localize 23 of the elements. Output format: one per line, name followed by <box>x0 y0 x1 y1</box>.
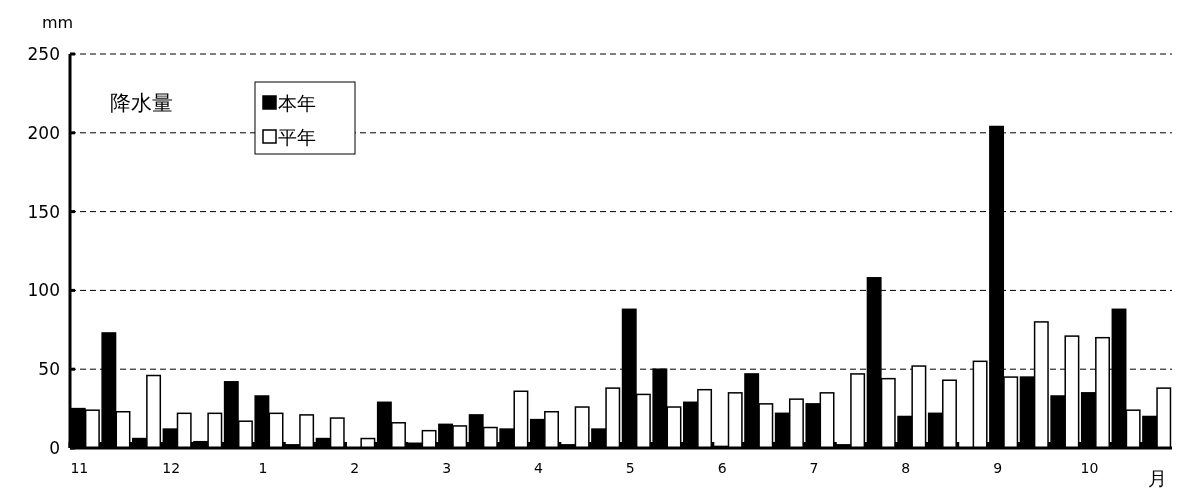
y-tick-label: 250 <box>27 43 60 64</box>
y-tick-label: 150 <box>27 201 60 222</box>
x-tick-label: 10 <box>1080 460 1099 476</box>
x-tick-label: 3 <box>442 460 452 476</box>
x-tick-label: 4 <box>534 460 544 476</box>
x-tick-label: 2 <box>350 460 360 476</box>
x-tick-label: 8 <box>901 460 911 476</box>
legend-label: 平年 <box>278 125 316 148</box>
x-tick-label: 12 <box>162 460 181 476</box>
y-tick-label: 0 <box>49 437 60 458</box>
x-tick-label: 7 <box>809 460 819 476</box>
annotation: 降水量 <box>110 91 173 115</box>
legend-label: 本年 <box>278 91 316 114</box>
y-tick-label: 100 <box>27 280 60 301</box>
y-tick-label: 50 <box>38 359 60 380</box>
x-tick-label: 1 <box>258 460 268 476</box>
x-tick-label: 5 <box>625 460 635 476</box>
x-axis-title: 月 <box>1148 467 1167 489</box>
y-axis-title: mm <box>42 13 74 32</box>
x-tick-label: 11 <box>70 460 89 476</box>
y-tick-label: 200 <box>27 122 60 143</box>
x-tick-label: 6 <box>717 460 727 476</box>
x-tick-label: 9 <box>993 460 1003 476</box>
